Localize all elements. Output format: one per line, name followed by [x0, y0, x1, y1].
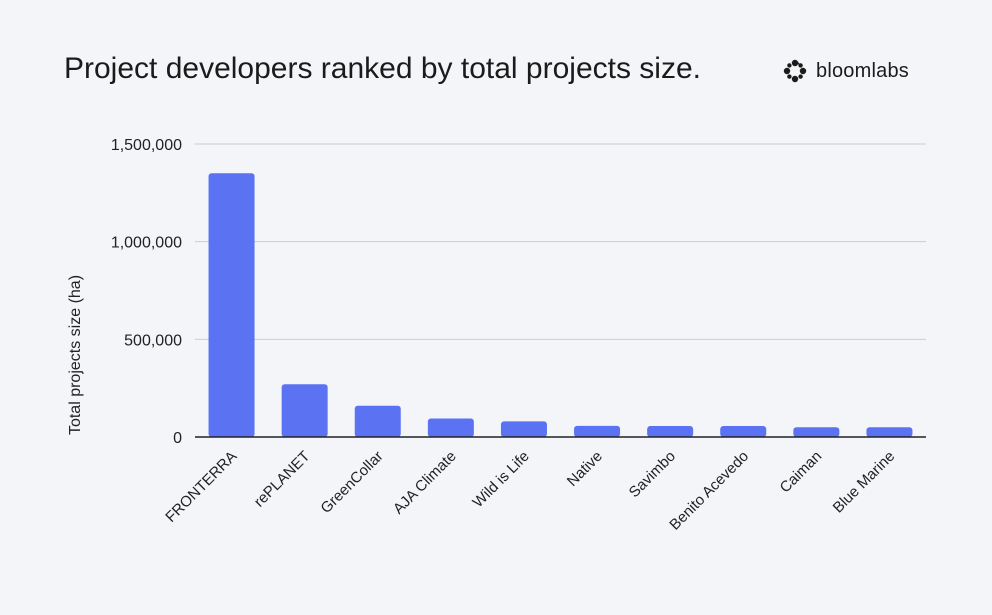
x-tick-label: Benito Acevedo: [666, 448, 752, 534]
chart-title: Project developers ranked by total proje…: [64, 52, 701, 85]
x-tick-label: FRONTERRA: [162, 448, 240, 526]
x-tick-label: Caiman: [777, 448, 826, 497]
bar: [793, 427, 840, 437]
bar: [354, 405, 401, 437]
x-tick-label: GreenCollar: [317, 448, 386, 517]
x-tick-label: Wild is Life: [469, 448, 532, 511]
grid-layer: [195, 143, 926, 340]
x-tick-label: Blue Marine: [830, 448, 899, 517]
bar: [427, 418, 474, 437]
bar: [574, 425, 621, 437]
brand-name: bloomlabs: [816, 59, 909, 82]
bar: [866, 427, 913, 437]
brand: bloomlabs: [782, 58, 909, 84]
bar: [647, 426, 694, 437]
bar: [500, 421, 547, 437]
x-tick-label: AJA Climate: [390, 448, 460, 518]
bars-layer: [208, 173, 913, 438]
x-tick-label: Savimbo: [626, 448, 679, 501]
bar: [208, 173, 255, 438]
y-tick-label: 1,000,000: [111, 235, 182, 252]
y-tick-label: 1,500,000: [111, 137, 182, 154]
y-tick-label: 0: [173, 430, 182, 447]
bar: [281, 384, 328, 437]
y-axis-title: Total projects size (ha): [67, 275, 84, 435]
x-tick-label: rePLANET: [251, 448, 314, 511]
bloomlabs-swirl-logo-icon: [783, 59, 807, 83]
x-tick-label: Native: [564, 448, 606, 490]
y-tick-label: 500,000: [124, 332, 182, 349]
bar: [720, 426, 767, 437]
